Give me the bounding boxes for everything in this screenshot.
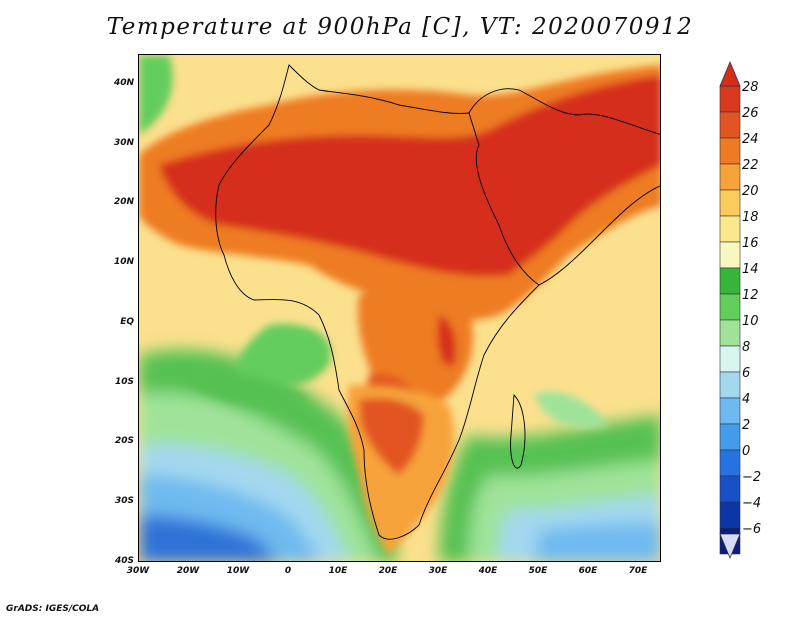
colorbar-label-6: 6 xyxy=(742,366,751,381)
colorbar-box-14 xyxy=(719,449,741,477)
colorbar-box-11 xyxy=(719,371,741,399)
colorbar-box-15 xyxy=(719,475,741,503)
lon-label-60e: 60E xyxy=(578,566,598,576)
colorbar-label-24: 24 xyxy=(742,132,759,147)
lat-label-20n: 20N xyxy=(113,197,134,207)
lat-label-20s: 20S xyxy=(114,436,134,446)
southern-ocean-field xyxy=(139,349,660,561)
lon-label-40e: 40E xyxy=(478,566,498,576)
colorbar-top-arrow xyxy=(719,60,741,87)
colorbar-label-16: 16 xyxy=(742,236,759,251)
lon-label-0: 0 xyxy=(284,566,292,576)
colorbar-label-10: 10 xyxy=(742,314,759,329)
lon-label-30w: 30W xyxy=(126,566,150,576)
colorbar-box-2 xyxy=(719,137,741,165)
atlantic-cool-band xyxy=(139,55,609,429)
map-title: Temperature at 900hPa [C], VT: 202007091… xyxy=(106,14,694,40)
lon-label-20e: 20E xyxy=(378,566,398,576)
map-field-svg xyxy=(139,55,660,561)
colorbar-label-14: 14 xyxy=(742,262,759,277)
colorbar-label-22: 22 xyxy=(742,158,759,173)
colorbar-box-7 xyxy=(719,267,741,295)
colorbar-box-8 xyxy=(719,293,741,321)
lon-label-50e: 50E xyxy=(528,566,548,576)
temperature-map xyxy=(138,54,661,562)
lat-label-10s: 10S xyxy=(114,377,134,387)
colorbar-label-minus6: −6 xyxy=(742,522,762,537)
lat-label-10n: 10N xyxy=(113,257,134,267)
lat-label-30n: 30N xyxy=(113,138,134,148)
colorbar-box-16 xyxy=(719,501,741,529)
colorbar-box-1 xyxy=(719,111,741,139)
colorbar-box-9 xyxy=(719,319,741,347)
colorbar-label-minus4: −4 xyxy=(742,496,762,511)
colorbar-label-minus2: −2 xyxy=(742,470,762,485)
lon-label-30e: 30E xyxy=(428,566,448,576)
colorbar-box-3 xyxy=(719,163,741,191)
lon-label-70e: 70E xyxy=(628,566,648,576)
colorbar-box-0 xyxy=(719,85,741,113)
colorbar-label-2: 2 xyxy=(742,418,751,433)
colorbar-label-12: 12 xyxy=(742,288,759,303)
colorbar-label-4: 4 xyxy=(742,392,751,407)
lat-label-eq: EQ xyxy=(120,317,134,327)
colorbar-label-20: 20 xyxy=(742,184,759,199)
colorbar-box-5 xyxy=(719,215,741,243)
colorbar-box-13 xyxy=(719,423,741,451)
southern-africa-field xyxy=(347,385,455,555)
coastline xyxy=(215,64,660,540)
colorbar-label-18: 18 xyxy=(742,210,759,225)
colorbar xyxy=(719,60,741,560)
lat-label-40n: 40N xyxy=(113,78,134,88)
colorbar-label-8: 8 xyxy=(742,340,751,355)
colorbar-label-28: 28 xyxy=(742,80,759,95)
colorbar-label-0: 0 xyxy=(742,444,751,459)
colorbar-box-12 xyxy=(719,397,741,425)
colorbar-bottom-arrow xyxy=(719,533,741,560)
lat-label-30s: 30S xyxy=(114,496,134,506)
lat-label-40s: 40S xyxy=(114,556,134,566)
colorbar-box-4 xyxy=(719,189,741,217)
hot-core-field xyxy=(139,65,660,415)
colorbar-box-10 xyxy=(719,345,741,373)
credit-text: GrADS: IGES/COLA xyxy=(6,604,100,614)
lon-label-10w: 10W xyxy=(226,566,250,576)
colorbar-label-26: 26 xyxy=(742,106,759,121)
colorbar-box-6 xyxy=(719,241,741,269)
lon-label-10e: 10E xyxy=(328,566,348,576)
lon-label-20w: 20W xyxy=(176,566,200,576)
